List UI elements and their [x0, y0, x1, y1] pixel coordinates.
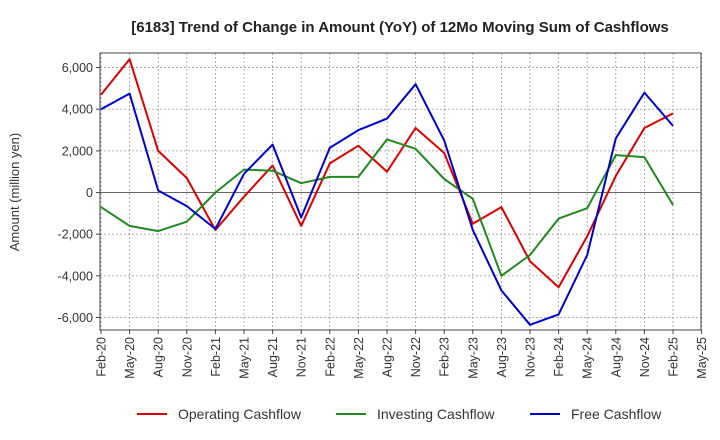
- x-tick-label: Aug-21: [266, 337, 280, 377]
- y-tick-label: -4,000: [58, 269, 93, 283]
- legend-label: Free Cashflow: [571, 406, 662, 422]
- x-tick-label: Aug-23: [495, 337, 509, 377]
- x-tick-label: Nov-24: [638, 337, 652, 377]
- y-tick-label: 4,000: [62, 103, 93, 117]
- x-tick-label: May-22: [352, 337, 366, 379]
- x-tick-label: Feb-24: [552, 337, 566, 377]
- x-tick-label: Aug-24: [609, 337, 623, 377]
- chart-title: [6183] Trend of Change in Amount (YoY) o…: [131, 19, 669, 36]
- x-tick-label: Feb-23: [438, 337, 452, 377]
- y-tick-label: 2,000: [62, 144, 93, 158]
- grid-lines: [100, 53, 702, 330]
- y-tick-label: 0: [86, 186, 93, 200]
- x-tick-label: May-24: [581, 337, 595, 379]
- x-tick-label: Nov-21: [295, 337, 309, 377]
- x-tick-label: Nov-20: [180, 337, 194, 377]
- x-tick-label: Feb-20: [95, 337, 109, 377]
- x-tick-label: Aug-20: [152, 337, 166, 377]
- x-tick-label: May-23: [466, 337, 480, 379]
- x-tick-label: Feb-25: [667, 337, 681, 377]
- plot-frame: [99, 52, 702, 331]
- y-axis-label: Amount (million yen): [7, 133, 22, 252]
- x-tick-label: Nov-23: [524, 337, 538, 377]
- series-lines: [100, 58, 674, 326]
- y-tick-label: -6,000: [58, 311, 93, 325]
- x-tick-label: Feb-22: [323, 337, 337, 377]
- x-tick-label: May-25: [695, 337, 709, 379]
- x-tick-label: May-21: [238, 337, 252, 379]
- x-tick-label: May-20: [123, 337, 137, 379]
- y-axis-ticks: -6,000 -4,000 -2,000 0 2,000 4,000 6,000: [58, 61, 100, 325]
- y-tick-label: -2,000: [58, 228, 93, 242]
- legend: Operating Cashflow Investing Cashflow Free…: [137, 406, 662, 422]
- x-tick-label: Feb-21: [209, 337, 223, 377]
- x-tick-label: Aug-22: [381, 337, 395, 377]
- y-tick-label: 6,000: [62, 61, 93, 75]
- series-line-investing-cashflow: [100, 138, 674, 277]
- legend-label: Operating Cashflow: [178, 406, 302, 422]
- x-tick-label: Nov-22: [409, 337, 423, 377]
- series-line-free-cashflow: [100, 83, 674, 326]
- legend-label: Investing Cashflow: [377, 406, 495, 422]
- series-line-operating-cashflow: [100, 58, 674, 289]
- x-axis-ticks: Feb-20 May-20 Aug-20 Nov-20 Feb-21 May-21 Aug-…: [95, 330, 709, 379]
